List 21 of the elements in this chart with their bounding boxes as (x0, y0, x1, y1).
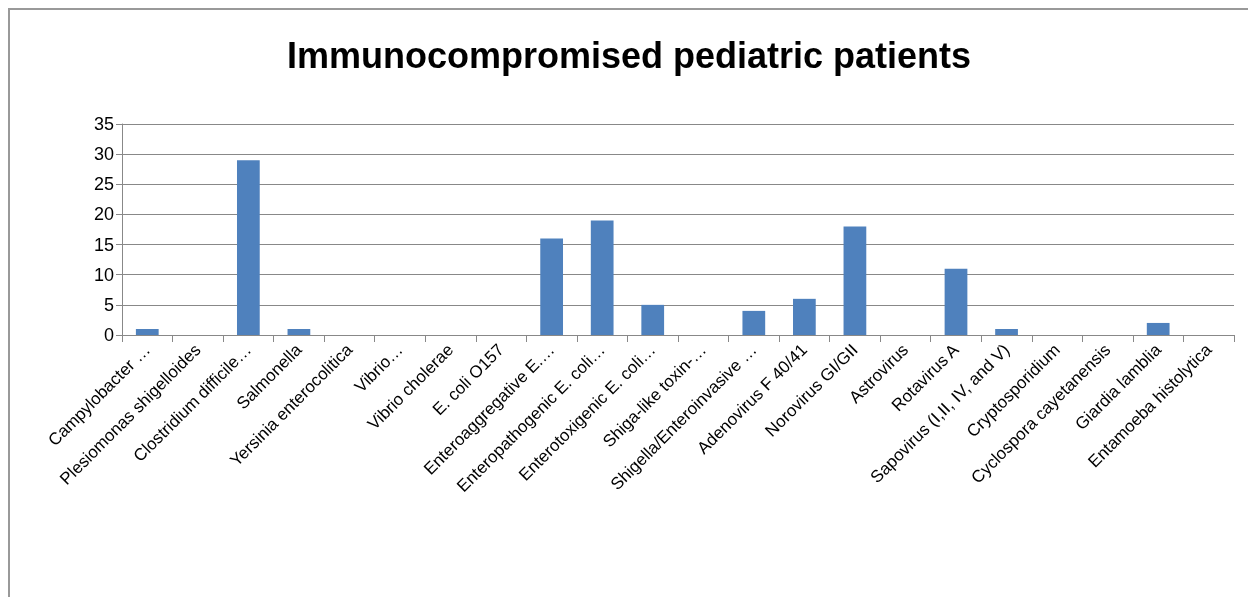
bar (641, 304, 665, 335)
y-tick-label: 10 (93, 264, 114, 285)
bar (236, 160, 260, 335)
chart-title: Immunocompromised pediatric patients (286, 34, 972, 76)
bar (843, 226, 867, 335)
y-tick-label: 20 (93, 204, 114, 225)
bar (995, 328, 1018, 335)
y-tick-label: 5 (103, 294, 114, 315)
y-tick-label: 35 (93, 114, 114, 134)
bar (742, 310, 766, 335)
y-tick-label: 30 (93, 144, 114, 165)
bar (944, 268, 968, 335)
bar (287, 328, 311, 335)
y-tick-label: 0 (103, 325, 114, 345)
bar (135, 328, 159, 335)
bar (1146, 322, 1170, 335)
bar (540, 238, 564, 335)
bar (590, 220, 614, 335)
y-tick-label: 15 (93, 234, 114, 255)
bar (792, 298, 816, 335)
y-tick-label: 25 (93, 174, 114, 195)
